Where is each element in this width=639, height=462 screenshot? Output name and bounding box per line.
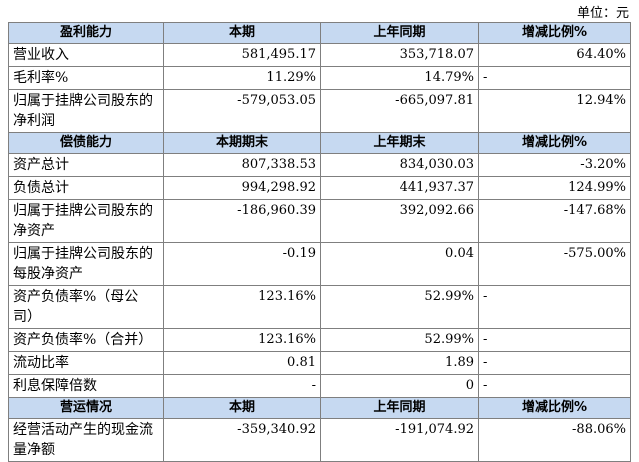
section-header: 偿债能力 本期期末 上年期末 增减比例% bbox=[8, 132, 631, 154]
value-cell: 441,937.37 bbox=[320, 176, 479, 200]
value-cell: 392,092.66 bbox=[320, 199, 479, 243]
row-label: 经营活动产生的现金流量净额 bbox=[8, 418, 164, 462]
data-row: 利息保障倍数 -0- bbox=[8, 374, 631, 398]
data-row: 资产负债率%（母公司） 123.16% 52.99% - bbox=[8, 285, 631, 329]
data-row: 资产负债率%（合并） 123.16% 52.99% - bbox=[8, 328, 631, 352]
data-row: 归属于挂牌公司股东的净利润 -579,053.05 -665,097.81 12.94… bbox=[8, 89, 631, 133]
page-body: 单位：元 盈利能力 本期 上年同期 增减比例% 营业收入 581,495.17 353,71… bbox=[8, 6, 631, 462]
value-cell: -575.00% bbox=[478, 242, 631, 286]
data-row: 归属于挂牌公司股东的净资产 -186,960.39 392,092.66 -147.6… bbox=[8, 199, 631, 243]
financial-table: 盈利能力 本期 上年同期 增减比例% 营业收入 581,495.17 353,718.07 6… bbox=[8, 22, 631, 462]
section-header: 盈利能力 本期 上年同期 增减比例% bbox=[8, 22, 631, 44]
row-label: 归属于挂牌公司股东的净资产 bbox=[8, 199, 164, 243]
data-row: 负债总计 994,298.92 441,937.37 124.99% bbox=[8, 176, 631, 200]
row-label: 毛利率% bbox=[8, 66, 164, 90]
value-cell: 0 bbox=[320, 374, 479, 398]
value-cell: - bbox=[478, 374, 631, 398]
row-label: 负债总计 bbox=[8, 176, 164, 200]
header-cell: 上年期末 bbox=[320, 132, 479, 154]
value-cell: -3.20% bbox=[478, 153, 631, 177]
value-cell: - bbox=[163, 374, 321, 398]
value-cell: -191,074.92 bbox=[320, 418, 479, 462]
data-row: 流动比率 0.81 1.89- bbox=[8, 351, 631, 375]
value-cell: 994,298.92 bbox=[163, 176, 321, 200]
row-label: 归属于挂牌公司股东的每股净资产 bbox=[8, 242, 164, 286]
section-header: 营运情况 本期 上年同期 增减比例% bbox=[8, 397, 631, 419]
value-cell: 807,338.53 bbox=[163, 153, 321, 177]
value-cell: -579,053.05 bbox=[163, 89, 321, 133]
value-cell: 1.89 bbox=[320, 351, 479, 375]
row-label: 归属于挂牌公司股东的净利润 bbox=[8, 89, 164, 133]
value-cell: -147.68% bbox=[478, 199, 631, 243]
value-cell: 0.81 bbox=[163, 351, 321, 375]
value-cell: - bbox=[478, 328, 631, 352]
header-cell: 本期期末 bbox=[163, 132, 321, 154]
value-cell: 123.16% bbox=[163, 328, 321, 352]
row-label: 利息保障倍数 bbox=[8, 374, 164, 398]
row-label: 资产负债率%（合并） bbox=[8, 328, 164, 352]
header-cell: 偿债能力 bbox=[8, 132, 164, 154]
value-cell: 124.99% bbox=[478, 176, 631, 200]
data-row: 资产总计 807,338.53 834,030.03 -3.20% bbox=[8, 153, 631, 177]
value-cell: 123.16% bbox=[163, 285, 321, 329]
value-cell: 11.29% bbox=[163, 66, 321, 90]
value-cell: - bbox=[478, 351, 631, 375]
data-row: 营业收入 581,495.17 353,718.07 64.40% bbox=[8, 43, 631, 67]
row-label: 资产负债率%（母公司） bbox=[8, 285, 164, 329]
header-cell: 本期 bbox=[163, 397, 321, 419]
value-cell: 353,718.07 bbox=[320, 43, 479, 67]
data-row: 毛利率% 11.29% 14.79% - bbox=[8, 66, 631, 90]
value-cell: 64.40% bbox=[478, 43, 631, 67]
header-cell: 增减比例% bbox=[478, 397, 631, 419]
value-cell: 52.99% bbox=[320, 328, 479, 352]
value-cell: -0.19 bbox=[163, 242, 321, 286]
value-cell: 12.94% bbox=[478, 89, 631, 133]
header-cell: 增减比例% bbox=[478, 132, 631, 154]
unit-label: 单位：元 bbox=[576, 6, 629, 21]
value-cell: 834,030.03 bbox=[320, 153, 479, 177]
header-cell: 本期 bbox=[163, 22, 321, 44]
value-cell: -665,097.81 bbox=[320, 89, 479, 133]
header-cell: 增减比例% bbox=[478, 22, 631, 44]
value-cell: 14.79% bbox=[320, 66, 479, 90]
row-label: 资产总计 bbox=[8, 153, 164, 177]
row-label: 流动比率 bbox=[8, 351, 164, 375]
value-cell: -186,960.39 bbox=[163, 199, 321, 243]
header-cell: 营运情况 bbox=[8, 397, 164, 419]
header-cell: 上年同期 bbox=[320, 397, 479, 419]
value-cell: - bbox=[478, 66, 631, 90]
value-cell: - bbox=[478, 285, 631, 329]
value-cell: -359,340.92 bbox=[163, 418, 321, 462]
data-row: 归属于挂牌公司股东的每股净资产 -0.19 0.04 -575.00% bbox=[8, 242, 631, 286]
row-label: 营业收入 bbox=[8, 43, 164, 67]
value-cell: 0.04 bbox=[320, 242, 479, 286]
header-cell: 盈利能力 bbox=[8, 22, 164, 44]
value-cell: -88.06% bbox=[478, 418, 631, 462]
header-cell: 上年同期 bbox=[320, 22, 479, 44]
page: {"unit":"单位：元","sections":[ {"header":["… bbox=[8, 6, 631, 462]
value-cell: 581,495.17 bbox=[163, 43, 321, 67]
data-row: 经营活动产生的现金流量净额 -359,340.92 -191,074.92 -88.0… bbox=[8, 418, 631, 462]
value-cell: 52.99% bbox=[320, 285, 479, 329]
